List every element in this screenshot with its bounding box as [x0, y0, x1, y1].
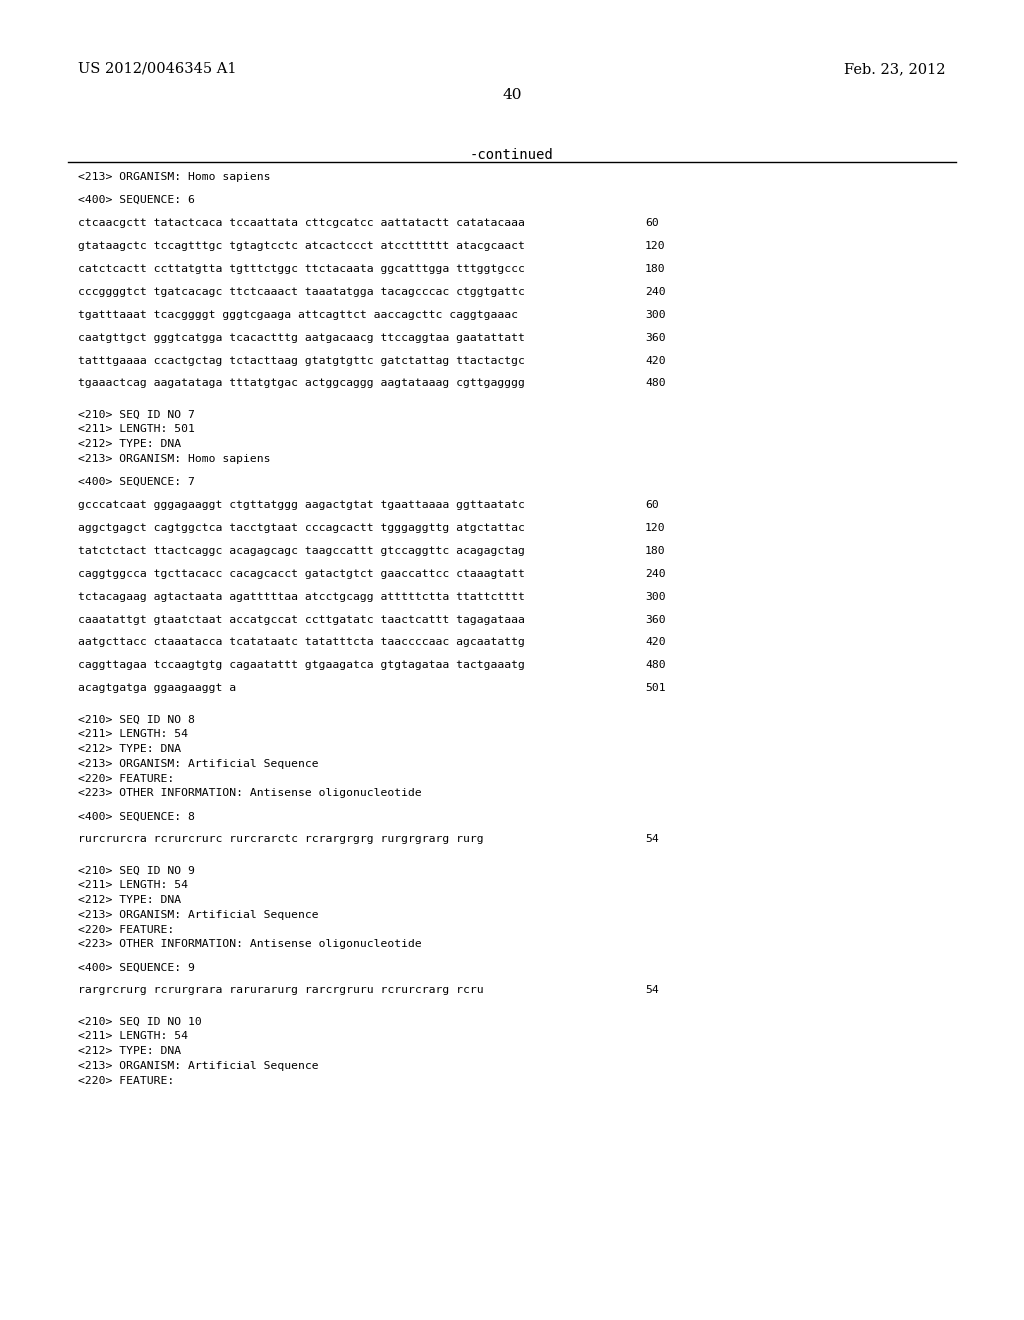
Text: 480: 480 [645, 379, 666, 388]
Text: <210> SEQ ID NO 10: <210> SEQ ID NO 10 [78, 1016, 202, 1027]
Text: gtataagctc tccagtttgc tgtagtcctc atcactccct atcctttttt atacgcaact: gtataagctc tccagtttgc tgtagtcctc atcactc… [78, 240, 525, 251]
Text: 480: 480 [645, 660, 666, 671]
Text: <213> ORGANISM: Artificial Sequence: <213> ORGANISM: Artificial Sequence [78, 909, 318, 920]
Text: <211> LENGTH: 54: <211> LENGTH: 54 [78, 1031, 188, 1041]
Text: 420: 420 [645, 355, 666, 366]
Text: 360: 360 [645, 333, 666, 343]
Text: 54: 54 [645, 834, 658, 845]
Text: 40: 40 [502, 88, 522, 102]
Text: <210> SEQ ID NO 8: <210> SEQ ID NO 8 [78, 714, 195, 725]
Text: acagtgatga ggaagaaggt a: acagtgatga ggaagaaggt a [78, 684, 237, 693]
Text: <210> SEQ ID NO 9: <210> SEQ ID NO 9 [78, 866, 195, 875]
Text: <213> ORGANISM: Homo sapiens: <213> ORGANISM: Homo sapiens [78, 172, 270, 182]
Text: <211> LENGTH: 54: <211> LENGTH: 54 [78, 729, 188, 739]
Text: US 2012/0046345 A1: US 2012/0046345 A1 [78, 62, 237, 77]
Text: <213> ORGANISM: Homo sapiens: <213> ORGANISM: Homo sapiens [78, 454, 270, 463]
Text: <223> OTHER INFORMATION: Antisense oligonucleotide: <223> OTHER INFORMATION: Antisense oligo… [78, 788, 422, 799]
Text: caggttagaa tccaagtgtg cagaatattt gtgaagatca gtgtagataa tactgaaatg: caggttagaa tccaagtgtg cagaatattt gtgaaga… [78, 660, 525, 671]
Text: 60: 60 [645, 218, 658, 228]
Text: aatgcttacc ctaaatacca tcatataatc tatatttcta taaccccaac agcaatattg: aatgcttacc ctaaatacca tcatataatc tatattt… [78, 638, 525, 647]
Text: 501: 501 [645, 684, 666, 693]
Text: 180: 180 [645, 545, 666, 556]
Text: <400> SEQUENCE: 9: <400> SEQUENCE: 9 [78, 962, 195, 973]
Text: tgatttaaat tcacggggt gggtcgaaga attcagttct aaccagcttc caggtgaaac: tgatttaaat tcacggggt gggtcgaaga attcagtt… [78, 310, 518, 319]
Text: <400> SEQUENCE: 8: <400> SEQUENCE: 8 [78, 812, 195, 821]
Text: gcccatcaat gggagaaggt ctgttatggg aagactgtat tgaattaaaa ggttaatatc: gcccatcaat gggagaaggt ctgttatggg aagactg… [78, 500, 525, 510]
Text: <213> ORGANISM: Artificial Sequence: <213> ORGANISM: Artificial Sequence [78, 759, 318, 768]
Text: tgaaactcag aagatataga tttatgtgac actggcaggg aagtataaag cgttgagggg: tgaaactcag aagatataga tttatgtgac actggca… [78, 379, 525, 388]
Text: tatttgaaaa ccactgctag tctacttaag gtatgtgttc gatctattag ttactactgc: tatttgaaaa ccactgctag tctacttaag gtatgtg… [78, 355, 525, 366]
Text: <220> FEATURE:: <220> FEATURE: [78, 1076, 174, 1085]
Text: <400> SEQUENCE: 6: <400> SEQUENCE: 6 [78, 195, 195, 205]
Text: ctcaacgctt tatactcaca tccaattata cttcgcatcc aattatactt catatacaaa: ctcaacgctt tatactcaca tccaattata cttcgca… [78, 218, 525, 228]
Text: caggtggcca tgcttacacc cacagcacct gatactgtct gaaccattcc ctaaagtatt: caggtggcca tgcttacacc cacagcacct gatactg… [78, 569, 525, 578]
Text: <213> ORGANISM: Artificial Sequence: <213> ORGANISM: Artificial Sequence [78, 1061, 318, 1071]
Text: 300: 300 [645, 591, 666, 602]
Text: 120: 120 [645, 523, 666, 533]
Text: <210> SEQ ID NO 7: <210> SEQ ID NO 7 [78, 409, 195, 420]
Text: <220> FEATURE:: <220> FEATURE: [78, 924, 174, 935]
Text: caatgttgct gggtcatgga tcacactttg aatgacaacg ttccaggtaa gaatattatt: caatgttgct gggtcatgga tcacactttg aatgaca… [78, 333, 525, 343]
Text: <211> LENGTH: 54: <211> LENGTH: 54 [78, 880, 188, 890]
Text: Feb. 23, 2012: Feb. 23, 2012 [845, 62, 946, 77]
Text: 420: 420 [645, 638, 666, 647]
Text: tctacagaag agtactaata agatttttaa atcctgcagg atttttctta ttattctttt: tctacagaag agtactaata agatttttaa atcctgc… [78, 591, 525, 602]
Text: <211> LENGTH: 501: <211> LENGTH: 501 [78, 424, 195, 434]
Text: <220> FEATURE:: <220> FEATURE: [78, 774, 174, 784]
Text: caaatattgt gtaatctaat accatgccat ccttgatatc taactcattt tagagataaa: caaatattgt gtaatctaat accatgccat ccttgat… [78, 615, 525, 624]
Text: <212> TYPE: DNA: <212> TYPE: DNA [78, 440, 181, 449]
Text: tatctctact ttactcaggc acagagcagc taagccattt gtccaggttc acagagctag: tatctctact ttactcaggc acagagcagc taagcca… [78, 545, 525, 556]
Text: <400> SEQUENCE: 7: <400> SEQUENCE: 7 [78, 477, 195, 487]
Text: 180: 180 [645, 264, 666, 273]
Text: <212> TYPE: DNA: <212> TYPE: DNA [78, 744, 181, 754]
Text: aggctgagct cagtggctca tacctgtaat cccagcactt tgggaggttg atgctattac: aggctgagct cagtggctca tacctgtaat cccagca… [78, 523, 525, 533]
Text: 300: 300 [645, 310, 666, 319]
Text: 240: 240 [645, 569, 666, 578]
Text: 60: 60 [645, 500, 658, 510]
Text: catctcactt ccttatgtta tgtttctggc ttctacaata ggcatttgga tttggtgccc: catctcactt ccttatgtta tgtttctggc ttctaca… [78, 264, 525, 273]
Text: <212> TYPE: DNA: <212> TYPE: DNA [78, 895, 181, 906]
Text: 54: 54 [645, 985, 658, 995]
Text: 240: 240 [645, 286, 666, 297]
Text: -continued: -continued [470, 148, 554, 162]
Text: <212> TYPE: DNA: <212> TYPE: DNA [78, 1045, 181, 1056]
Text: rargrcrurg rcrurgrara rarurarurg rarcrgruru rcrurcrarg rcru: rargrcrurg rcrurgrara rarurarurg rarcrgr… [78, 985, 483, 995]
Text: cccggggtct tgatcacagc ttctcaaact taaatatgga tacagcccac ctggtgattc: cccggggtct tgatcacagc ttctcaaact taaatat… [78, 286, 525, 297]
Text: rurcrurcra rcrurcrurc rurcrarctc rcrargrgrg rurgrgrarg rurg: rurcrurcra rcrurcrurc rurcrarctc rcrargr… [78, 834, 483, 845]
Text: <223> OTHER INFORMATION: Antisense oligonucleotide: <223> OTHER INFORMATION: Antisense oligo… [78, 940, 422, 949]
Text: 360: 360 [645, 615, 666, 624]
Text: 120: 120 [645, 240, 666, 251]
